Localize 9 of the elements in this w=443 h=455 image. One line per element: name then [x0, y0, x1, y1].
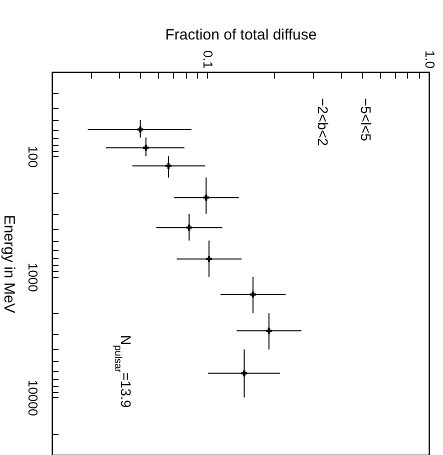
annotation: −5<l<5 — [358, 98, 374, 142]
y-axis-title: Energy in MeV — [0, 214, 18, 314]
annotation: −2<b<2 — [315, 98, 331, 146]
y-tick-label: 100 — [26, 146, 40, 168]
y-tick-label: 1000 — [26, 262, 40, 292]
x-tick-label: 0.1 — [200, 50, 216, 68]
x-axis-title: Fraction of total diffuse — [165, 26, 317, 44]
x-tick-label: 1.0 — [422, 50, 438, 68]
y-tick-label: 10000 — [26, 380, 40, 416]
